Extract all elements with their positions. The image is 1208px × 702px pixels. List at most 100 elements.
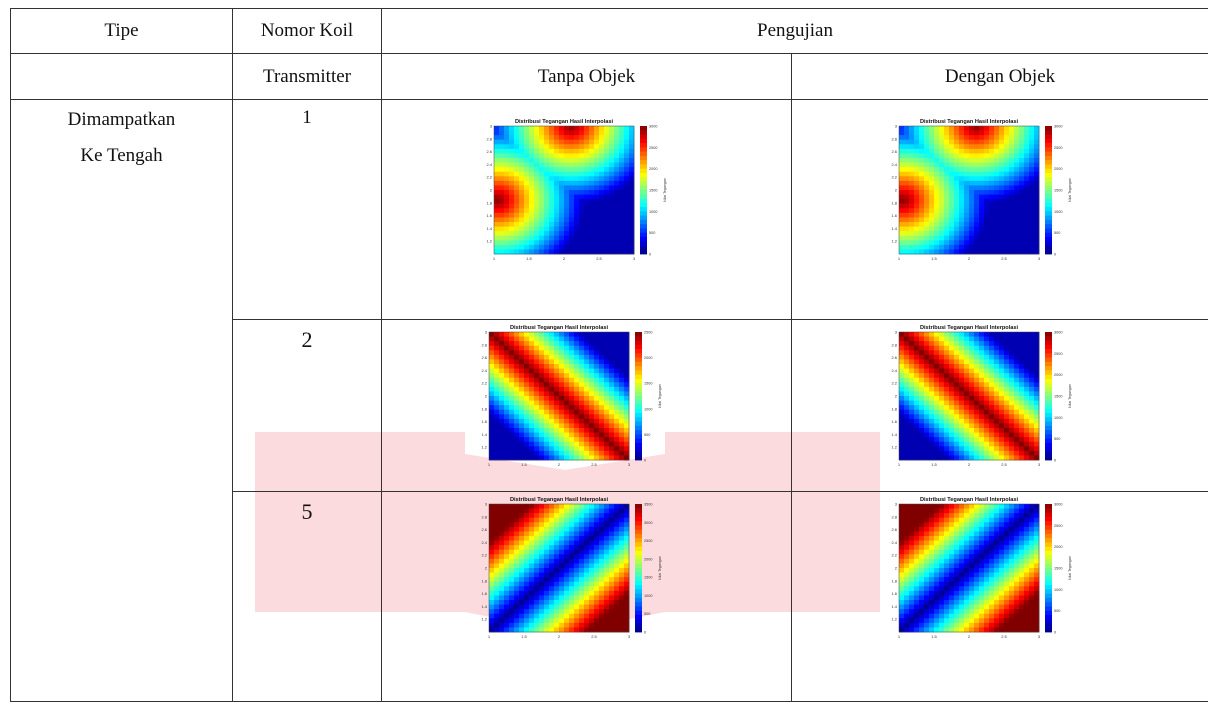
heatmap-cell — [499, 618, 504, 623]
heatmap-cell — [599, 455, 604, 460]
heatmap-cell — [509, 451, 514, 456]
heatmap-cell — [999, 522, 1004, 527]
heatmap-cell — [949, 332, 954, 337]
heatmap-cell — [944, 623, 949, 628]
heatmap-cell — [1024, 609, 1029, 614]
heatmap-cell — [589, 582, 594, 587]
heatmap-cell — [919, 586, 924, 591]
heatmap-cell — [929, 527, 934, 532]
heatmap-cell — [614, 573, 619, 578]
heatmap-cell — [569, 355, 574, 360]
heatmap-cell — [559, 582, 564, 587]
heatmap-cell — [1004, 451, 1009, 456]
heatmap-cell — [1009, 541, 1014, 546]
colorbar-tick-label: 2000 — [1054, 167, 1062, 171]
heatmap-cell — [994, 341, 999, 346]
heatmap-cell — [949, 355, 954, 360]
heatmap-cell — [524, 605, 529, 610]
heatmap-cell — [619, 190, 624, 195]
heatmap-cell — [499, 573, 504, 578]
y-tick-label: 1.2 — [481, 445, 487, 450]
heatmap-cell — [934, 249, 939, 254]
heatmap-cell — [999, 153, 1004, 158]
heatmap-cell — [579, 455, 584, 460]
heatmap-cell — [494, 522, 499, 527]
heatmap-cell — [534, 231, 539, 236]
heatmap-cell — [989, 451, 994, 456]
heatmap-cell — [594, 382, 599, 387]
heatmap-cell — [504, 522, 509, 527]
heatmap-cell — [554, 504, 559, 509]
heatmap-cell — [924, 455, 929, 460]
heatmap-cell — [604, 419, 609, 424]
heatmap-cell — [549, 586, 554, 591]
heatmap-cell — [509, 527, 514, 532]
heatmap-cell — [929, 600, 934, 605]
heatmap-cell — [624, 131, 629, 136]
heatmap-cell — [904, 359, 909, 364]
heatmap-cell — [574, 204, 579, 209]
heatmap-cell — [539, 451, 544, 456]
heatmap-cell — [499, 518, 504, 523]
heatmap-cell — [529, 195, 534, 200]
heatmap-cell — [524, 609, 529, 614]
heatmap-cell — [574, 131, 579, 136]
heatmap-cell — [1009, 595, 1014, 600]
heatmap-cell — [939, 410, 944, 415]
heatmap-cell — [559, 509, 564, 514]
heatmap-cell — [529, 600, 534, 605]
heatmap-cell — [994, 623, 999, 628]
heatmap-cell — [1029, 163, 1034, 168]
y-tick-label: 2.8 — [481, 514, 487, 519]
heatmap-cell — [534, 126, 539, 131]
heatmap-cell — [984, 337, 989, 342]
heatmap-cell — [524, 531, 529, 536]
heatmap-cell — [564, 428, 569, 433]
heatmap-cell — [554, 577, 559, 582]
heatmap-cell — [534, 249, 539, 254]
heatmap-cell — [1009, 545, 1014, 550]
heatmap-cell — [609, 126, 614, 131]
heatmap-cell — [494, 378, 499, 383]
heatmap-cell — [999, 595, 1004, 600]
heatmap-cell — [549, 153, 554, 158]
heatmap-cell — [504, 396, 509, 401]
heatmap-cell — [949, 176, 954, 181]
heatmap-cell — [549, 208, 554, 213]
heatmap-cell — [1004, 609, 1009, 614]
heatmap-cell — [539, 364, 544, 369]
colorbar-tick-label: 500 — [644, 612, 650, 616]
heatmap-cell — [594, 419, 599, 424]
heatmap-cell — [914, 199, 919, 204]
heatmap-cell — [1014, 167, 1019, 172]
heatmap-cell — [569, 595, 574, 600]
heatmap-cell — [919, 346, 924, 351]
heatmap-cell — [1014, 451, 1019, 456]
heatmap-cell — [959, 222, 964, 227]
heatmap-cell — [1034, 176, 1039, 181]
heatmap-cell — [534, 140, 539, 145]
heatmap-cell — [569, 451, 574, 456]
heatmap-cell — [624, 568, 629, 573]
heatmap-cell — [994, 135, 999, 140]
heatmap-cell — [609, 419, 614, 424]
heatmap-cell — [899, 618, 904, 623]
heatmap-cell — [609, 437, 614, 442]
heatmap-cell — [544, 149, 549, 154]
heatmap-cell — [899, 369, 904, 374]
heatmap-cell — [959, 582, 964, 587]
heatmap-cell — [934, 231, 939, 236]
heatmap-cell — [574, 614, 579, 619]
heatmap-cell — [589, 623, 594, 628]
heatmap-cell — [619, 513, 624, 518]
heatmap-cell — [489, 586, 494, 591]
heatmap-cell — [529, 446, 534, 451]
heatmap-cell — [1009, 163, 1014, 168]
heatmap-cell — [979, 236, 984, 241]
heatmap-cell — [539, 536, 544, 541]
heatmap-cell — [904, 217, 909, 222]
heatmap-cell — [934, 359, 939, 364]
heatmap-cell — [904, 149, 909, 154]
heatmap-cell — [919, 163, 924, 168]
heatmap-cell — [1004, 163, 1009, 168]
